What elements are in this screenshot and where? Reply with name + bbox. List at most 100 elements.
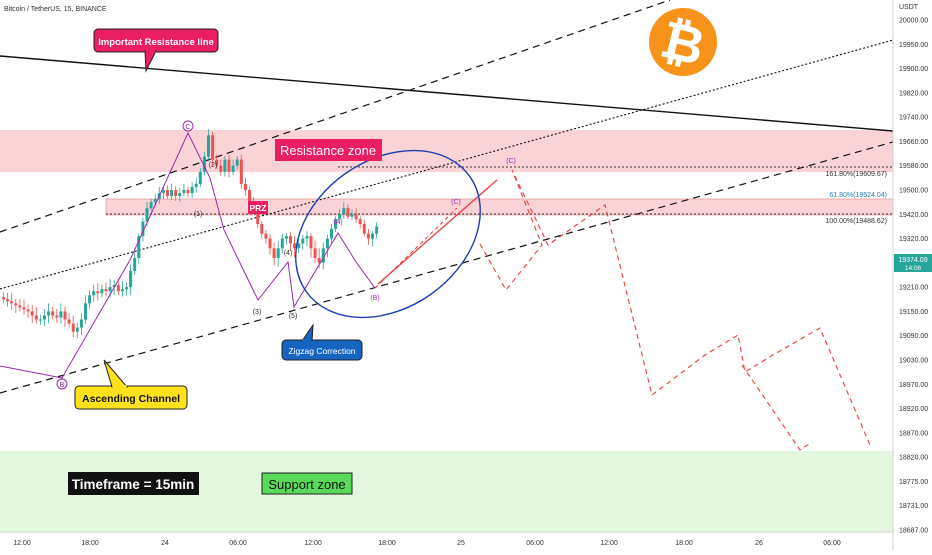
price-tick-label: 18920.00 xyxy=(899,406,928,413)
candle-body xyxy=(92,291,96,296)
candle-body xyxy=(362,224,366,234)
candle-body xyxy=(18,305,22,308)
currency-label: USDT xyxy=(899,4,919,11)
candle-body xyxy=(137,236,141,258)
candle-body xyxy=(243,183,247,190)
candle-body xyxy=(330,228,333,239)
support-zone-label[interactable]: Support zone xyxy=(261,472,353,495)
candle-body xyxy=(309,236,313,249)
candle-body xyxy=(231,165,235,172)
important-resistance-annotation[interactable]: Important Resistance line xyxy=(93,28,219,73)
channel-lower-line[interactable] xyxy=(0,141,894,394)
prz-label[interactable]: PRZ xyxy=(248,201,268,214)
zigzag-annotation[interactable]: Zigzag Correction xyxy=(281,323,363,361)
resistance-zone-label[interactable]: Resistance zone xyxy=(275,139,382,161)
price-tick-label: 18820.00 xyxy=(899,455,928,462)
candle-body xyxy=(84,303,87,320)
time-tick-label: 25 xyxy=(457,540,465,547)
candle-body xyxy=(166,190,169,197)
current-price-tag[interactable]: 19374.09 14:06 xyxy=(894,254,932,272)
candle-body xyxy=(211,135,215,160)
candle-body xyxy=(170,190,174,197)
candle-body xyxy=(43,315,46,320)
time-tick-label: 06:00 xyxy=(823,540,841,547)
candle-body xyxy=(120,289,124,292)
wave-a-label: (A) xyxy=(333,219,342,226)
candle-body xyxy=(268,238,272,249)
candle-body xyxy=(256,208,260,224)
bitcoin-logo-circle xyxy=(649,8,717,76)
candle-body xyxy=(301,238,305,244)
candle-body xyxy=(67,319,71,324)
fib-161-label: 161.80%(19609.67) xyxy=(826,171,888,178)
candle-body xyxy=(321,248,325,263)
channel-upper-line[interactable] xyxy=(0,0,671,233)
wave-c-label: C xyxy=(185,124,190,131)
candle-body xyxy=(219,165,223,172)
candle-body xyxy=(116,285,120,292)
projection-c-small xyxy=(374,207,458,289)
current-price-text: 19374.09 xyxy=(898,257,927,264)
time-tick-label: 12:00 xyxy=(304,540,322,547)
pointer-mask-2 xyxy=(112,385,127,388)
price-axis-ticks[interactable]: 20000.00 19950.00 19900.00 19820.00 19740.00… xyxy=(899,18,928,535)
dotted-trend-line[interactable] xyxy=(0,39,894,290)
candle-body xyxy=(375,226,379,234)
candle-body xyxy=(202,156,206,172)
price-tick-label: 19420.00 xyxy=(899,212,928,219)
wave-c-circle xyxy=(182,120,194,132)
important-resistance-text: Important Resistance line xyxy=(98,37,214,48)
wave-b-circle xyxy=(56,378,68,390)
candle-body xyxy=(325,238,329,249)
price-tick-label: 19210.00 xyxy=(899,285,928,292)
candle-body xyxy=(239,159,243,184)
candle-body xyxy=(194,183,198,187)
candle-body xyxy=(55,315,59,318)
candle-body xyxy=(235,159,239,166)
wave-1-label: (1) xyxy=(194,211,203,218)
candle-body xyxy=(79,319,83,328)
price-tick-label: 19580.00 xyxy=(899,163,928,170)
candle-body xyxy=(26,309,30,312)
candle-body xyxy=(2,297,5,300)
ascending-channel-annotation[interactable]: Ascending Channel xyxy=(74,359,188,410)
candle-body xyxy=(30,311,34,316)
candle-body xyxy=(350,214,354,217)
candle-body xyxy=(293,243,297,249)
price-tick-label: 19500.00 xyxy=(899,188,928,195)
candle-body xyxy=(207,135,210,157)
timeframe-label[interactable]: Timeframe = 15min xyxy=(68,472,199,495)
candle-body xyxy=(289,236,292,244)
candle-body xyxy=(96,291,100,294)
fib-61-label: 61.80%(19524.04) xyxy=(829,192,887,199)
candle-body xyxy=(227,159,231,172)
time-axis-ticks[interactable]: 12:00 18:00 24 06:00 12:00 18:00 25 06:00 12:00 1… xyxy=(13,540,841,547)
time-tick-label: 24 xyxy=(161,540,169,547)
candle-body xyxy=(276,248,280,258)
price-tick-label: 19090.00 xyxy=(899,333,928,340)
important-resistance-line[interactable] xyxy=(0,55,894,132)
time-tick-label: 18:00 xyxy=(81,540,99,547)
time-tick-label: 06:00 xyxy=(229,540,247,547)
zigzag-pointer xyxy=(301,323,314,342)
wave-3-label: (3) xyxy=(253,309,262,316)
candle-body xyxy=(313,248,317,258)
time-tick-label: 18:00 xyxy=(378,540,396,547)
candle-body xyxy=(14,303,18,306)
candle-body xyxy=(354,214,358,220)
pointer-mask-3 xyxy=(302,339,312,342)
resistance-zone-area xyxy=(0,130,893,172)
candle-body xyxy=(342,208,346,215)
wave-5-label: (5) xyxy=(289,313,298,320)
candle-body xyxy=(10,301,14,304)
wave-c-big-label: (C) xyxy=(506,158,516,165)
symbol-title[interactable]: Bitcoin / TetherUS, 15, BINANCE xyxy=(4,6,107,13)
pointer-mask xyxy=(145,50,156,53)
candle-body xyxy=(100,289,104,294)
candle-body xyxy=(338,214,342,220)
candle-body xyxy=(47,311,51,316)
zigzag-ellipse[interactable] xyxy=(264,116,513,352)
candlestick-series xyxy=(2,129,379,339)
